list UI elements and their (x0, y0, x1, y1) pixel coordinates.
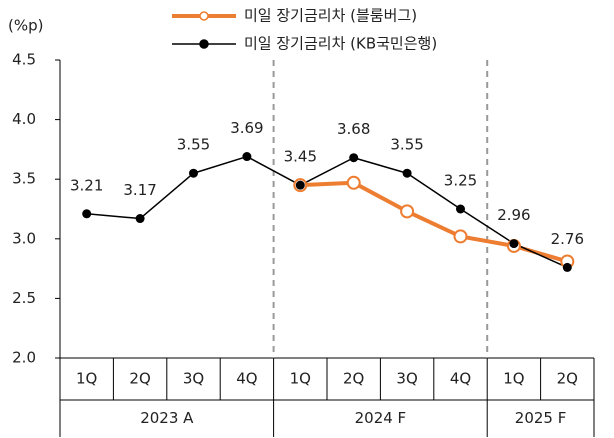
x-tick-label: 1Q (290, 370, 311, 388)
y-axis-unit: (%p) (8, 17, 43, 35)
data-point (135, 214, 145, 224)
data-label: 3.55 (390, 136, 423, 154)
series-line (86, 155, 568, 269)
y-tick-label: 4.0 (12, 110, 36, 128)
data-point (295, 180, 305, 190)
legend-label: 미일 장기금리차 (KB국민은행) (244, 35, 437, 53)
x-tick-label: 3Q (183, 370, 204, 388)
x-tick-label: 4Q (236, 370, 257, 388)
data-point (509, 239, 519, 249)
data-label: 2.96 (497, 206, 530, 224)
data-point (349, 153, 359, 163)
y-tick-label: 2.0 (12, 349, 36, 367)
data-label: 3.68 (337, 120, 370, 138)
data-label: 3.69 (230, 119, 263, 137)
data-point (400, 204, 415, 219)
x-tick-label: 3Q (396, 370, 417, 388)
data-point (346, 175, 361, 190)
data-label: 3.17 (123, 181, 156, 199)
data-point (562, 262, 572, 272)
legend-label: 미일 장기금리차 (블룸버그) (244, 7, 417, 25)
x-tick-label: 2Q (129, 370, 150, 388)
group-label: 2025 F (515, 409, 567, 427)
series-line (300, 180, 568, 264)
data-label: 2.76 (551, 230, 584, 248)
data-label: 3.55 (177, 136, 210, 154)
group-label: 2024 F (355, 409, 407, 427)
x-tick-label: 1Q (76, 370, 97, 388)
data-point (402, 168, 412, 178)
data-point (456, 204, 465, 214)
data-label: 3.45 (284, 148, 317, 166)
data-point (242, 152, 252, 162)
data-label: 3.21 (70, 176, 103, 194)
legend-marker (199, 39, 209, 49)
data-point (82, 209, 92, 219)
x-tick-label: 4Q (450, 370, 471, 388)
data-point (453, 229, 468, 244)
y-tick-label: 3.5 (12, 170, 36, 188)
x-tick-label: 2Q (343, 370, 364, 388)
y-tick-label: 4.5 (12, 51, 36, 69)
group-label: 2023 A (140, 409, 194, 427)
x-tick-label: 1Q (503, 370, 524, 388)
data-label: 3.25 (444, 172, 477, 190)
legend-marker (199, 11, 209, 21)
x-tick-label: 2Q (557, 370, 578, 388)
y-tick-label: 2.5 (12, 289, 36, 307)
data-point (189, 168, 198, 178)
y-tick-label: 3.0 (12, 229, 36, 247)
